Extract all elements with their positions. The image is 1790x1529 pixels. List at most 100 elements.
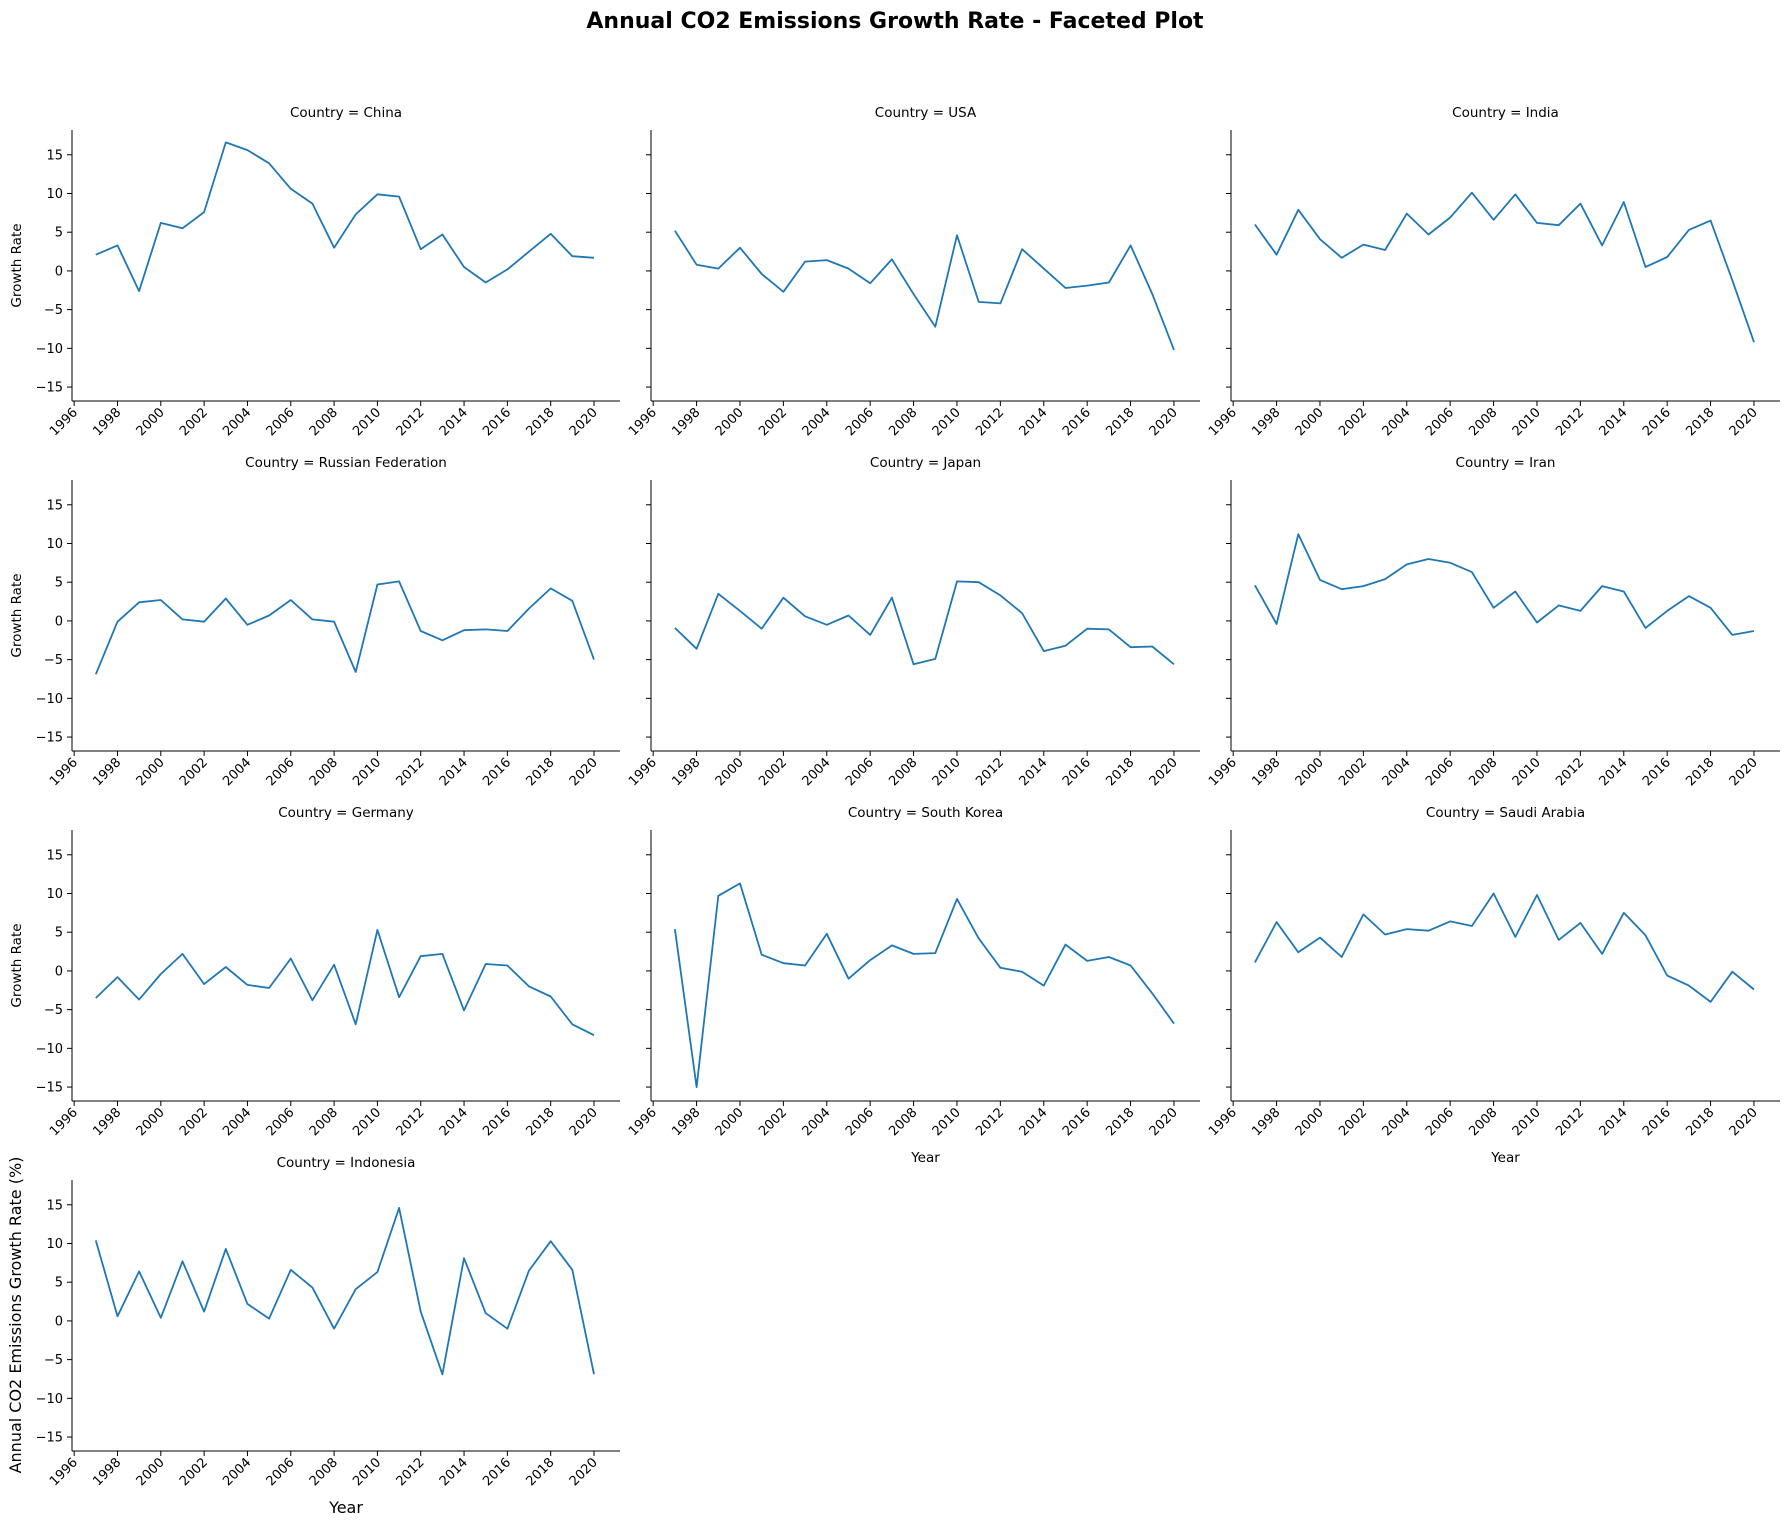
- x-tick-label: 2002: [756, 755, 790, 789]
- x-tick-label: 2002: [177, 755, 211, 789]
- facet-title: Country = Japan: [870, 455, 981, 471]
- y-tick-label: −10: [36, 1392, 63, 1407]
- x-tick-label: 2016: [1640, 755, 1674, 789]
- series-line: [94, 1207, 595, 1376]
- y-tick-label: 5: [55, 226, 63, 241]
- x-tick-label: 2010: [350, 1455, 384, 1489]
- x-tick-label: 2000: [1293, 405, 1327, 439]
- facet-title: Country = Germany: [278, 805, 414, 821]
- x-tick-label: 2016: [1060, 755, 1094, 789]
- x-tick-label: 2010: [930, 755, 964, 789]
- facet-panel: Country = Indonesia −15 −10 −5 0 5 10 15 1996 199…: [36, 1155, 620, 1489]
- panel-y-label: Growth Rate: [9, 923, 25, 1007]
- x-tick-label: 2002: [1336, 1105, 1370, 1139]
- series-line: [95, 141, 595, 293]
- y-tick-label: −5: [44, 653, 63, 668]
- x-tick-label: 1998: [90, 1455, 124, 1489]
- x-tick-label: 2006: [843, 405, 877, 439]
- x-tick-label: 2012: [1553, 755, 1587, 789]
- x-tick-label: 2010: [1510, 755, 1544, 789]
- x-tick-label: 2010: [350, 1105, 384, 1139]
- y-tick-label: −5: [44, 303, 63, 318]
- y-tick-label: −15: [36, 731, 63, 746]
- y-tick-label: 15: [46, 498, 63, 513]
- x-tick-label: 2008: [1466, 755, 1500, 789]
- y-tick-label: 5: [55, 1276, 63, 1291]
- y-tick-label: −15: [36, 1431, 63, 1446]
- x-tick-label: 2012: [973, 755, 1007, 789]
- x-tick-label: 2012: [394, 405, 428, 439]
- y-tick-label: −10: [36, 692, 63, 707]
- x-tick-label: 2000: [134, 1105, 168, 1139]
- x-tick-label: 1996: [1206, 1105, 1240, 1139]
- facet-panel: Country = Iran 1996 1998 2000 2002 2004 2006 20…: [1206, 455, 1780, 789]
- x-tick-label: 2018: [1683, 405, 1717, 439]
- y-tick-label: 0: [55, 964, 63, 979]
- x-tick-label: 2004: [800, 405, 834, 439]
- x-tick-label: 2014: [1017, 405, 1051, 439]
- y-tick-label: 10: [46, 537, 63, 552]
- figure-y-label: Annual CO2 Emissions Growth Rate (%): [6, 1157, 25, 1474]
- x-tick-label: 2020: [1727, 1105, 1761, 1139]
- y-tick-label: 10: [46, 187, 63, 202]
- x-tick-label: 1996: [47, 405, 81, 439]
- x-tick-label: 2012: [394, 755, 428, 789]
- figure-x-label: Year: [328, 1498, 363, 1517]
- x-tick-label: 2006: [1423, 1105, 1457, 1139]
- x-tick-label: 2002: [756, 1105, 790, 1139]
- series-line: [674, 580, 1175, 666]
- x-tick-label: 2000: [134, 755, 168, 789]
- x-tick-label: 2014: [1597, 1105, 1631, 1139]
- x-tick-label: 2010: [350, 405, 384, 439]
- x-tick-label: 2000: [134, 405, 168, 439]
- x-tick-label: 2004: [800, 755, 834, 789]
- x-tick-label: 2016: [480, 1455, 514, 1489]
- chart-title: Annual CO2 Emissions Growth Rate - Facet…: [586, 9, 1204, 34]
- x-tick-label: 2004: [220, 1455, 254, 1489]
- series-line: [1254, 191, 1755, 343]
- x-tick-label: 2008: [886, 755, 920, 789]
- x-tick-label: 2018: [524, 1105, 558, 1139]
- x-tick-label: 1998: [669, 755, 703, 789]
- series-line: [94, 580, 595, 675]
- y-tick-label: 10: [46, 887, 63, 902]
- x-tick-label: 2020: [567, 1455, 601, 1489]
- x-tick-label: 2002: [177, 1455, 211, 1489]
- x-tick-label: 2018: [524, 755, 558, 789]
- x-tick-label: 2000: [1293, 1105, 1327, 1139]
- series-line: [674, 882, 1175, 1088]
- x-tick-label: 2016: [480, 1105, 514, 1139]
- x-tick-label: 2010: [930, 1105, 964, 1139]
- x-tick-label: 2008: [886, 405, 920, 439]
- x-tick-label: 2008: [1466, 1105, 1500, 1139]
- series-line: [1254, 533, 1755, 636]
- x-tick-label: 2020: [567, 755, 601, 789]
- x-tick-label: 2018: [1683, 1105, 1717, 1139]
- x-tick-label: 2012: [394, 1105, 428, 1139]
- y-tick-label: −10: [36, 342, 63, 357]
- x-tick-label: 2000: [134, 1455, 168, 1489]
- y-tick-label: −5: [44, 1003, 63, 1018]
- y-tick-label: 15: [46, 848, 63, 863]
- x-tick-label: 1998: [669, 1105, 703, 1139]
- x-tick-label: 2008: [307, 1455, 341, 1489]
- x-tick-label: 2004: [220, 405, 254, 439]
- facet-panel: Country = China −15 −10 −5 0 5 10 15 1996 1998 200…: [9, 105, 620, 439]
- facet-title: Country = Iran: [1456, 455, 1556, 471]
- x-tick-label: 2016: [1640, 405, 1674, 439]
- facet-panel: Country = Germany −15 −10 −5 0 5 10 15 1996 1998 2…: [9, 805, 620, 1139]
- x-tick-label: 2016: [1640, 1105, 1674, 1139]
- facet-panel: Country = South Korea 1996 1998 2000 2002 200…: [626, 805, 1200, 1166]
- facet-panel: Country = Saudi Arabia 1996 1998 2000 2002 20…: [1206, 805, 1780, 1166]
- facet-title: Country = Saudi Arabia: [1426, 805, 1585, 821]
- x-tick-label: 2014: [1017, 1105, 1051, 1139]
- x-tick-label: 1996: [626, 1105, 660, 1139]
- x-tick-label: 2002: [1336, 755, 1370, 789]
- x-tick-label: 1998: [90, 755, 124, 789]
- x-tick-label: 2014: [437, 1105, 471, 1139]
- x-tick-label: 2018: [524, 1455, 558, 1489]
- x-tick-label: 2008: [1466, 405, 1500, 439]
- y-tick-label: −10: [36, 1042, 63, 1057]
- x-tick-label: 2004: [800, 1105, 834, 1139]
